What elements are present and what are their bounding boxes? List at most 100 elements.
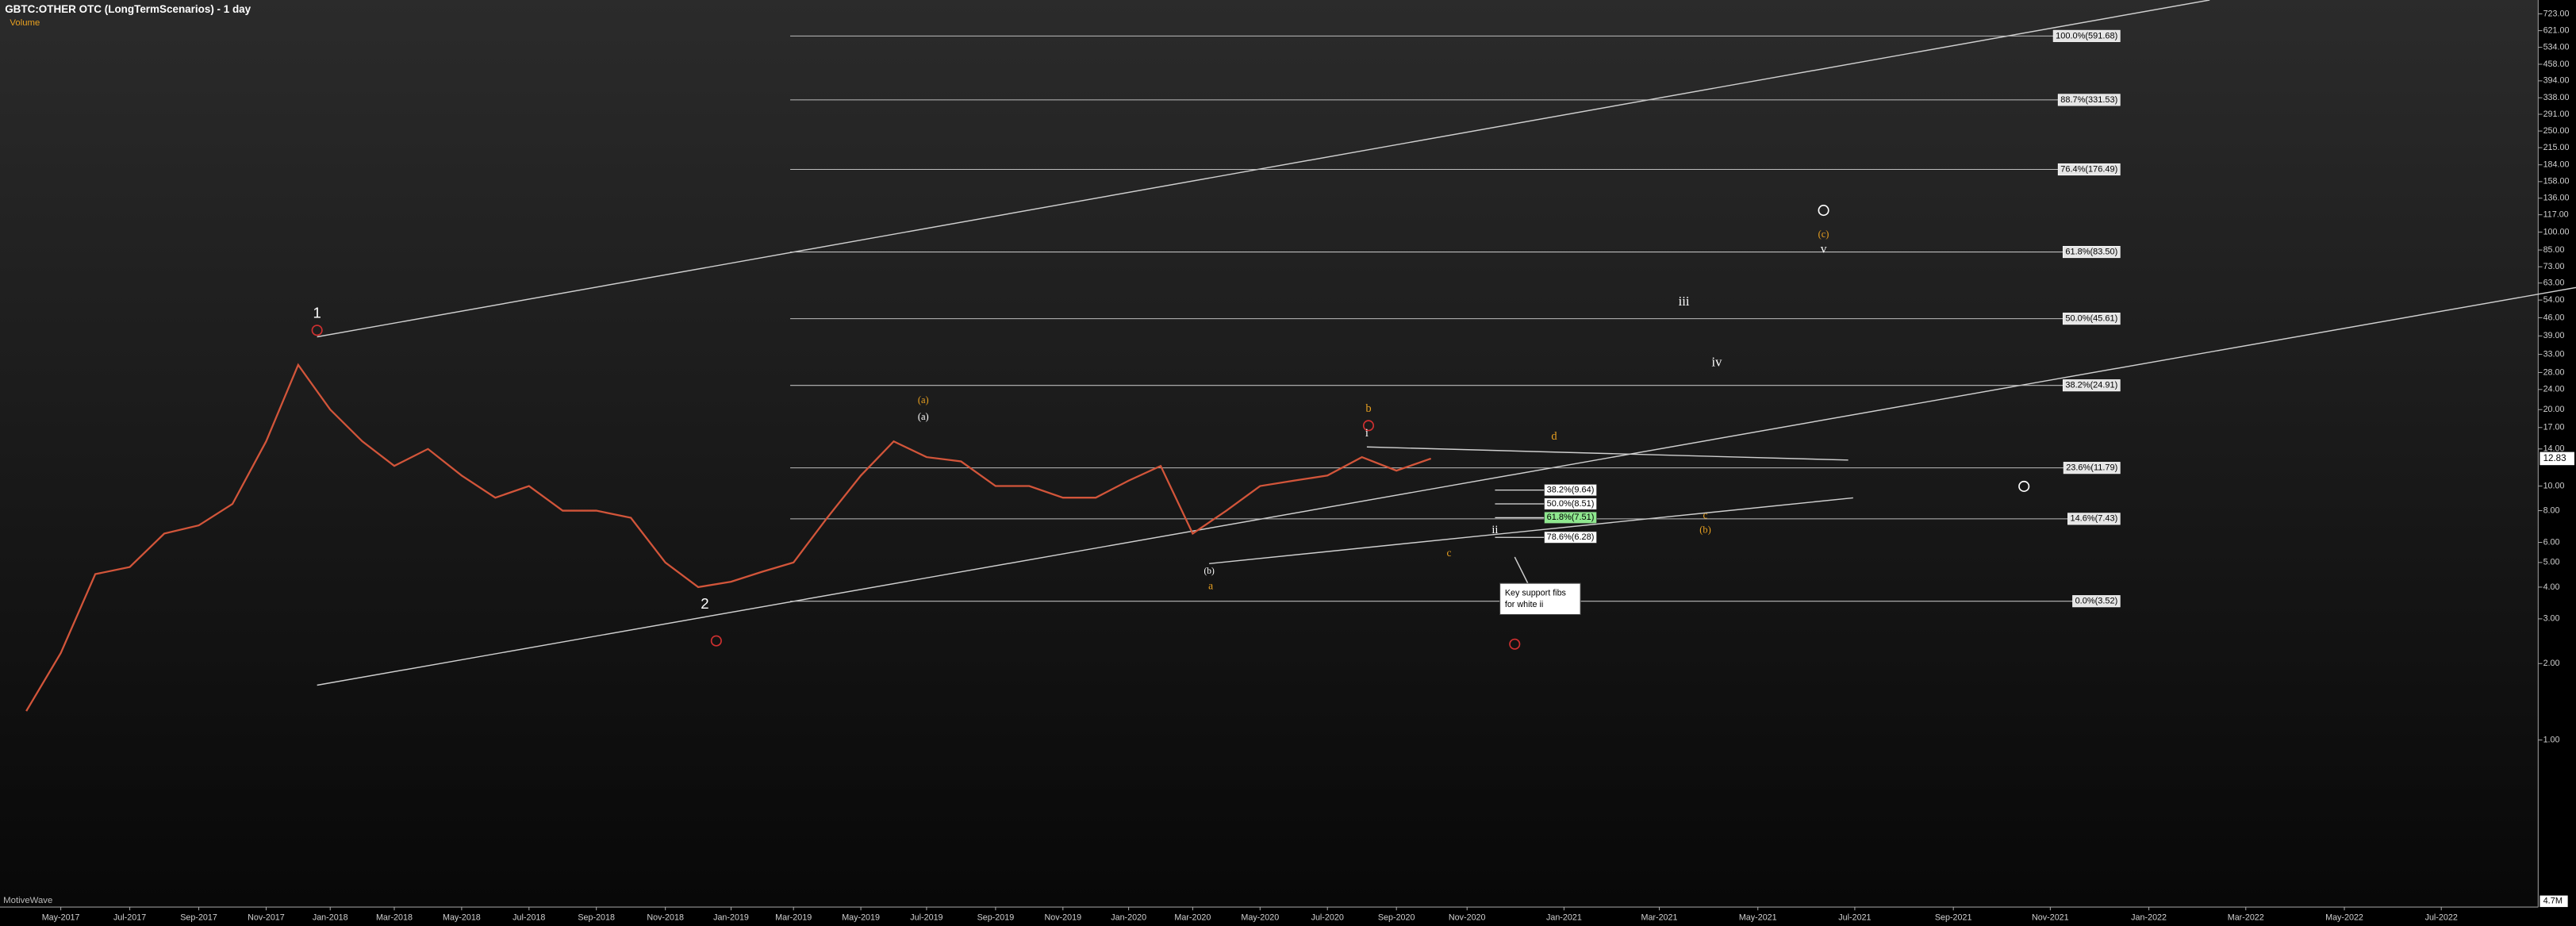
y-tick-label: 458.00	[2543, 60, 2570, 69]
support-fib-box	[1544, 498, 1597, 510]
note-text: for white ii	[1505, 600, 1543, 609]
wave-circle	[1362, 420, 1375, 432]
y-tick-label: 100.00	[2543, 227, 2570, 236]
x-tick-label: Mar-2022	[2228, 913, 2264, 922]
x-tick-label: May-2021	[1739, 913, 1777, 922]
wave-label: (b)	[1204, 567, 1214, 576]
chart-title: GBTC:OTHER OTC (LongTermScenarios) - 1 d…	[5, 3, 251, 15]
support-fib-label: 38.2%(9.64)	[1547, 486, 1595, 495]
y-tick-label: 534.00	[2543, 42, 2570, 52]
x-tick-label: Jul-2021	[1838, 913, 1871, 922]
y-tick-label: 63.00	[2543, 279, 2565, 288]
note-box	[1499, 582, 1581, 615]
wave-label: b	[1365, 402, 1371, 415]
x-tick-label: Jan-2022	[2131, 913, 2167, 922]
y-tick-label: 621.00	[2543, 25, 2570, 35]
wave-circle	[311, 325, 323, 336]
y-tick-label: 4.00	[2543, 582, 2560, 592]
wave-label: iv	[1712, 354, 1723, 369]
x-tick-label: Mar-2020	[1174, 913, 1211, 922]
wave-label: 2	[701, 595, 708, 612]
note-text: Key support fibs	[1505, 588, 1566, 597]
trendlines	[317, 0, 2576, 686]
x-tick-label: Nov-2021	[2032, 913, 2069, 922]
trendline	[317, 286, 2576, 686]
x-tick-label: Mar-2019	[775, 913, 812, 922]
x-tick-label: Jul-2020	[1311, 913, 1344, 922]
x-tick-label: Jul-2019	[910, 913, 942, 922]
support-fib-label: 61.8%(7.51)	[1547, 513, 1595, 522]
y-tick-label: 158.00	[2543, 177, 2570, 186]
fib-label: 38.2%(24.91)	[2065, 381, 2117, 390]
x-tick-label: May-2020	[1241, 913, 1279, 922]
trendline	[1209, 497, 1853, 565]
volume-scale-label: 4.7M	[2543, 897, 2563, 906]
fib-label-box	[2062, 379, 2121, 392]
x-tick-label: Sep-2018	[578, 913, 615, 922]
x-tick-label: Sep-2020	[1378, 913, 1415, 922]
wave-circle	[710, 635, 722, 647]
y-tick-label: 1.00	[2543, 735, 2560, 744]
y-tick-label: 136.00	[2543, 194, 2570, 203]
x-tick-label: Nov-2017	[248, 913, 285, 922]
wave-label: c	[1446, 547, 1451, 559]
plot-background	[0, 0, 2539, 908]
y-tick-label: 14.00	[2543, 444, 2565, 454]
fib-label: 61.8%(83.50)	[2065, 247, 2117, 256]
fib-label: 76.4%(176.49)	[2060, 164, 2117, 174]
wave-circle	[2018, 480, 2030, 492]
x-tick-label: Sep-2019	[977, 913, 1015, 922]
x-tick-label: Jul-2022	[2425, 913, 2458, 922]
x-tick-label: Jul-2017	[113, 913, 146, 922]
y-tick-label: 6.00	[2543, 537, 2560, 547]
y-tick-label: 250.00	[2543, 126, 2570, 136]
last-price-box	[2540, 451, 2574, 466]
fib-label: 23.6%(11.79)	[2066, 463, 2117, 473]
y-tick-label: 2.00	[2543, 659, 2560, 668]
x-tick-label: Mar-2021	[1641, 913, 1677, 922]
watermark: MotiveWave	[3, 896, 52, 905]
y-tick-label: 10.00	[2543, 481, 2565, 490]
wave-label: (b)	[1699, 524, 1710, 536]
fib-label: 50.0%(45.61)	[2065, 313, 2117, 323]
x-tick-label: May-2022	[2325, 913, 2363, 922]
y-tick-label: 723.00	[2543, 9, 2570, 18]
wave-circles	[311, 205, 2030, 650]
fib-label: 100.0%(591.68)	[2056, 31, 2117, 40]
y-tick-label: 3.00	[2543, 614, 2560, 624]
y-tick-label: 39.00	[2543, 331, 2565, 340]
x-tick-label: Jan-2021	[1546, 913, 1582, 922]
x-tick-label: Sep-2021	[1935, 913, 1972, 922]
y-tick-label: 215.00	[2543, 143, 2570, 152]
wave-label: d	[1551, 430, 1557, 443]
price-line	[25, 363, 1432, 712]
y-tick-label: 117.00	[2543, 210, 2569, 220]
y-tick-label: 394.00	[2543, 76, 2570, 86]
wave-label: (c)	[1818, 229, 1829, 240]
wave-label: (a)	[918, 411, 929, 422]
x-axis-panel	[0, 907, 2539, 926]
y-tick-label: 20.00	[2543, 405, 2565, 414]
y-tick-label: 5.00	[2543, 558, 2560, 567]
fib-label: 14.6%(7.43)	[2070, 514, 2117, 524]
volume-label: Volume	[10, 18, 40, 28]
x-tick-label: May-2019	[842, 913, 880, 922]
y-tick-label: 291.00	[2543, 110, 2570, 119]
wave-label: ii	[1491, 524, 1498, 536]
fib-label-box	[2062, 313, 2121, 325]
last-price-label: 12.83	[2543, 454, 2566, 463]
wave-circle	[1509, 638, 1521, 650]
fib-label-box	[2067, 513, 2121, 525]
y-tick-label: 73.00	[2543, 262, 2565, 271]
y-tick-label: 184.00	[2543, 160, 2570, 170]
fib-label: 88.7%(331.53)	[2060, 95, 2117, 105]
wave-label: a	[1208, 579, 1213, 591]
wave-label: i	[1365, 427, 1369, 440]
x-tick-label: Jan-2020	[1111, 913, 1146, 922]
x-tick-label: Sep-2017	[180, 913, 217, 922]
x-tick-label: Nov-2020	[1449, 913, 1486, 922]
y-tick-label: 46.00	[2543, 313, 2565, 322]
fib-label-box	[2072, 595, 2121, 608]
x-tick-label: Jan-2019	[713, 913, 749, 922]
